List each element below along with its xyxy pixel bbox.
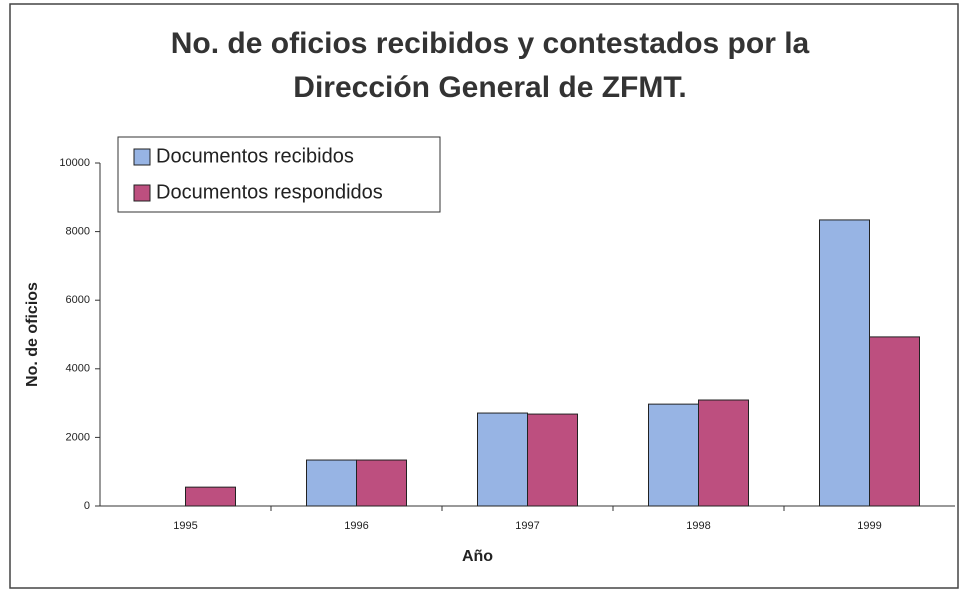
x-tick-label: 1997 <box>515 520 539 532</box>
bar <box>527 413 578 507</box>
y-axis-label: No. de oficios <box>24 282 41 387</box>
y-tick-label: 0 <box>84 500 90 512</box>
y-tick-label: 8000 <box>66 226 90 238</box>
bar <box>819 219 870 507</box>
bar <box>356 459 407 507</box>
bar <box>698 399 749 507</box>
x-tick-label: 1998 <box>686 520 710 532</box>
bar <box>477 412 528 507</box>
legend-box <box>117 136 441 213</box>
legend-swatch <box>133 148 151 166</box>
y-tick-label: 10000 <box>59 157 90 169</box>
bar <box>185 486 236 507</box>
x-tick-label: 1995 <box>173 520 197 532</box>
bar <box>869 336 920 507</box>
legend-swatch <box>133 184 151 202</box>
y-tick-label: 6000 <box>66 294 90 306</box>
x-axis-label: Año <box>462 548 493 565</box>
x-tick-label: 1996 <box>344 520 368 532</box>
chart-title: No. de oficios recibidos y contestados p… <box>170 27 810 104</box>
y-tick-label: 4000 <box>66 363 90 375</box>
y-tick-label: 2000 <box>66 431 90 443</box>
legend-label: Documentos recibidos <box>156 145 354 167</box>
x-tick-label: 1999 <box>857 520 881 532</box>
bar <box>306 459 357 507</box>
legend-label: Documentos respondidos <box>156 181 383 203</box>
frame <box>9 3 959 589</box>
bar <box>648 403 699 507</box>
